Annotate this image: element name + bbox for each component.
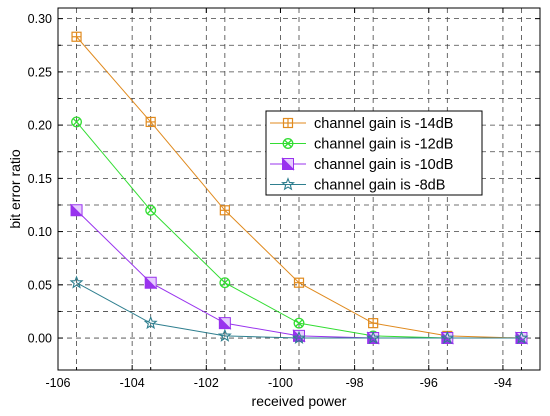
legend-item: channel gain is -8dB [270,177,445,194]
y-tick-label: 0.15 [28,172,52,186]
data-point [145,116,156,128]
series-layer [69,31,529,345]
y-tick-label: 0.00 [28,332,52,346]
y-tick-label: 0.30 [28,12,52,26]
legend-item: channel gain is -12dB [270,137,453,153]
x-tick-label: -98 [346,376,364,390]
legend-label: channel gain is -10dB [314,157,453,173]
legend-label: channel gain is -8dB [314,178,445,194]
data-point [293,317,305,329]
data-point [69,275,84,289]
legend-marker [282,138,294,149]
data-point [219,277,231,289]
data-point [366,330,381,344]
x-tick-label: -100 [268,376,293,390]
legend-box [265,110,483,196]
data-point [219,205,230,216]
data-point [143,315,158,330]
y-tick-label: 0.25 [28,65,52,79]
data-point [71,116,82,128]
data-point [368,318,379,329]
y-tick-label: 0.10 [28,225,52,239]
data-point [440,330,455,344]
data-point [143,275,158,290]
x-tick-label: -102 [194,376,219,390]
legend-item: channel gain is -14dB [270,116,453,132]
series-4 [69,275,529,344]
x-tick-label: -104 [120,376,145,390]
legend-item: channel gain is -10dB [270,157,453,173]
data-point [71,31,82,42]
x-axis-label: received power [252,393,347,409]
data-point [69,203,84,218]
y-tick-label: 0.05 [28,278,52,292]
data-point [514,330,529,344]
y-tick-label: 0.20 [28,119,52,133]
legend: channel gain is -14dB channel gain is -12… [265,110,483,196]
series-line [76,282,522,339]
data-point [217,328,232,342]
legend-label: channel gain is -14dB [314,116,453,132]
data-point [293,277,305,288]
data-point [218,316,232,330]
legend-label: channel gain is -12dB [314,137,453,153]
legend-marker [281,177,295,191]
legend-marker [282,117,294,129]
data-point [292,330,306,344]
x-tick-label: -106 [45,376,70,390]
data-point [145,204,157,216]
x-tick-label: -96 [420,376,438,390]
axis-ticks: -106 -104 -102 -100 -98 -96 -94 0.00 0.05 0.10 0.1… [28,8,540,390]
legend-marker [281,157,295,171]
y-axis-label: bit error ratio [7,149,23,229]
x-tick-label: -94 [494,376,512,390]
